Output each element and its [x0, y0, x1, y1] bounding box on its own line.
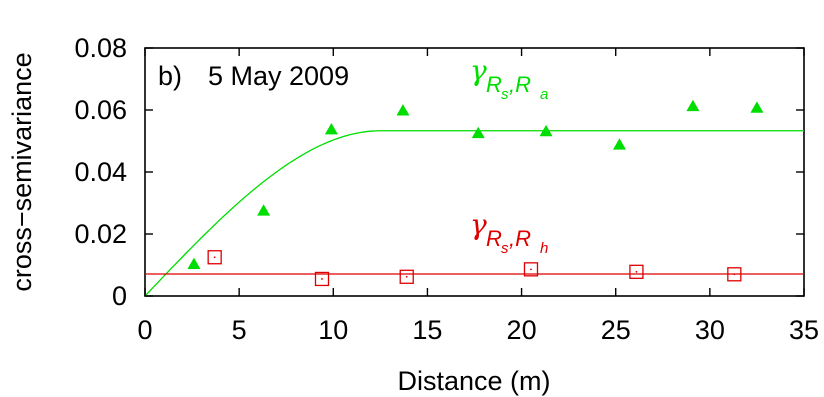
x-tick-label: 35 [789, 315, 819, 345]
data-point-green [396, 104, 410, 116]
y-tick-label: 0.08 [74, 33, 127, 63]
y-tick-label: 0 [112, 281, 127, 311]
series-label-green: γ R s ,R a [470, 54, 548, 103]
panel-label: b) [158, 61, 182, 91]
x-tick-label: 0 [137, 315, 152, 345]
x-tick-label: 10 [318, 315, 348, 345]
data-point-red-dot [530, 268, 532, 271]
data-point-green [539, 124, 553, 137]
axis-ticks: 0 5 10 15 20 25 30 35 0 0.02 0.04 0.06 0.08 [74, 33, 819, 345]
y-tick-label: 0.06 [74, 95, 127, 125]
fit-line-green [144, 130, 804, 297]
data-point-red [629, 264, 644, 279]
x-tick-label: 15 [412, 315, 442, 345]
x-tick-label: 20 [507, 315, 537, 345]
series-label-green-comma: ,R [509, 72, 531, 97]
series-label-green-sub: R [486, 72, 502, 97]
series-label-red-subsub2: h [540, 240, 548, 257]
series-label-red-sub: R [486, 226, 502, 251]
fit-lines [144, 130, 804, 297]
data-point-green [257, 204, 271, 216]
data-markers [187, 99, 764, 287]
data-point-green [686, 99, 700, 112]
y-tick-label: 0.02 [74, 219, 127, 249]
x-tick-label: 5 [232, 315, 247, 345]
data-point-red-dot [321, 278, 323, 280]
series-label-red-subsub1: s [501, 240, 509, 257]
data-point-red-dot [635, 270, 638, 273]
series-label-red: γ R s ,R h [470, 208, 548, 257]
data-point-green [471, 126, 485, 139]
data-point-red [207, 250, 222, 265]
data-point-red-dot [733, 273, 736, 276]
data-point-red-dot [405, 275, 408, 278]
y-tick-label: 0.04 [74, 157, 127, 187]
data-point-red-dot [213, 256, 216, 259]
data-point-red [399, 269, 414, 284]
series-label-red-comma: ,R [509, 226, 531, 251]
data-point-red [314, 271, 330, 287]
x-tick-label: 30 [695, 315, 725, 345]
x-tick-label: 25 [601, 315, 631, 345]
data-point-green [187, 257, 201, 269]
series-label-green-symbol: γ [470, 54, 487, 87]
data-point-green [324, 123, 338, 135]
data-point-red [523, 262, 539, 277]
x-axis-title: Distance (m) [397, 366, 550, 396]
data-point-green [750, 101, 764, 113]
series-label-green-subsub2: a [540, 86, 548, 103]
data-point-green [612, 138, 626, 150]
chart-title: 5 May 2009 [208, 61, 349, 91]
data-point-red [727, 267, 742, 282]
series-label-red-symbol: γ [470, 208, 487, 241]
y-axis-title: cross−semivariance [7, 52, 37, 291]
series-label-green-subsub1: s [501, 86, 509, 103]
